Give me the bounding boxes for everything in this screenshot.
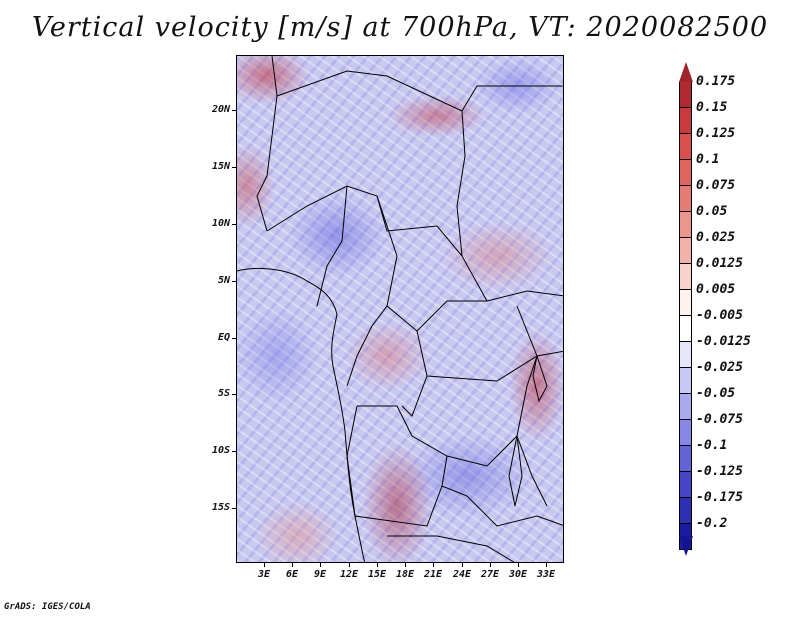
colorbar-level-label: -0.025: [696, 360, 743, 375]
lon-label: 33E: [536, 569, 556, 580]
lat-tick: [232, 451, 236, 452]
border: [276, 70, 466, 257]
colorbar-swatch: [679, 316, 692, 342]
lat-label: 15S: [211, 502, 230, 513]
colorbar-swatch: [679, 472, 692, 498]
lon-tick: [292, 563, 293, 567]
colorbar-level-label: 0.075: [696, 178, 736, 193]
lon-tick: [433, 563, 434, 567]
lon-tick: [377, 563, 378, 567]
border: [346, 405, 448, 527]
map-borders: [237, 56, 563, 562]
colorbar-swatch: [679, 394, 692, 420]
colorbar-swatch: [679, 134, 692, 160]
map-panel: [236, 55, 564, 563]
colorbar-swatch: [679, 108, 692, 134]
lat-label: 10N: [211, 218, 230, 229]
border: [376, 195, 487, 332]
lat-label: EQ: [217, 332, 230, 343]
colorbar-level-label: 0.005: [696, 282, 736, 297]
colorbar-level-label: -0.1: [696, 438, 728, 453]
lon-label: 24E: [452, 569, 472, 580]
lon-label: 6E: [285, 569, 299, 580]
colorbar-swatch: [679, 446, 692, 472]
border: [316, 185, 348, 307]
colorbar-swatch: [679, 160, 692, 186]
lat-tick: [232, 394, 236, 395]
border: [387, 535, 515, 562]
lon-tick: [405, 563, 406, 567]
colorbar-level-label: -0.05: [696, 386, 736, 401]
chart-title: Vertical velocity [m/s] at 700hPa, VT: 2…: [31, 12, 769, 43]
lon-label: 18E: [395, 569, 415, 580]
colorbar-level-label: -0.2: [696, 516, 728, 531]
colorbar-swatch: [679, 212, 692, 238]
colorbar-swatch: [679, 420, 692, 446]
lake: [532, 354, 548, 403]
lat-tick: [232, 281, 236, 282]
border: [516, 305, 548, 507]
colorbar-swatch: [679, 82, 692, 108]
colorbar-level-label: 0.125: [696, 126, 736, 141]
colorbar-swatch: [679, 368, 692, 394]
colorbar-swatch: [679, 264, 692, 290]
border: [266, 185, 563, 302]
colorbar-swatch: [679, 290, 692, 316]
colorbar-swatch: [679, 498, 692, 524]
border: [441, 485, 563, 527]
credit-text: GrADS: IGES/COLA: [4, 602, 91, 612]
colorbar-level-label: -0.0125: [696, 334, 751, 349]
border: [357, 405, 518, 467]
lat-tick: [232, 110, 236, 111]
lon-tick: [462, 563, 463, 567]
lat-label: 5S: [217, 388, 230, 399]
colorbar-level-label: 0.0125: [696, 256, 743, 271]
lon-label: 27E: [480, 569, 500, 580]
colorbar-top-arrow: [679, 62, 693, 82]
lat-tick: [232, 167, 236, 168]
coastline: [237, 267, 366, 562]
colorbar-swatch: [679, 186, 692, 212]
colorbar-level-label: -0.175: [696, 490, 743, 505]
colorbar-swatch: [679, 238, 692, 264]
lon-label: 21E: [423, 569, 443, 580]
lon-label: 9E: [313, 569, 327, 580]
colorbar-level-label: -0.075: [696, 412, 743, 427]
lat-label: 10S: [211, 445, 230, 456]
colorbar-level-label: 0.1: [696, 152, 720, 167]
lat-tick: [232, 224, 236, 225]
lat-label: 5N: [217, 275, 230, 286]
lon-label: 3E: [257, 569, 271, 580]
border: [346, 305, 388, 387]
colorbar-level-label: 0.15: [696, 100, 728, 115]
colorbar-swatch: [679, 342, 692, 368]
colorbar-level-label: 0.175: [696, 74, 736, 89]
border: [401, 330, 428, 417]
lon-tick: [518, 563, 519, 567]
colorbar-level-label: -0.005: [696, 308, 743, 323]
border: [256, 56, 278, 232]
lon-tick: [349, 563, 350, 567]
lat-label: 20N: [211, 104, 230, 115]
border: [426, 350, 563, 382]
lat-tick: [232, 338, 236, 339]
lon-label: 15E: [367, 569, 387, 580]
lon-label: 30E: [508, 569, 528, 580]
colorbar: [679, 82, 692, 550]
colorbar-bottom-arrow: [679, 536, 693, 556]
border: [461, 85, 563, 112]
colorbar-level-label: 0.05: [696, 204, 728, 219]
lon-tick: [546, 563, 547, 567]
lon-label: 12E: [339, 569, 359, 580]
lat-label: 15N: [211, 161, 230, 172]
lake: [508, 435, 523, 507]
lon-tick: [264, 563, 265, 567]
colorbar-level-label: 0.025: [696, 230, 736, 245]
colorbar-level-label: -0.125: [696, 464, 743, 479]
lat-tick: [232, 508, 236, 509]
lon-tick: [490, 563, 491, 567]
lon-tick: [320, 563, 321, 567]
